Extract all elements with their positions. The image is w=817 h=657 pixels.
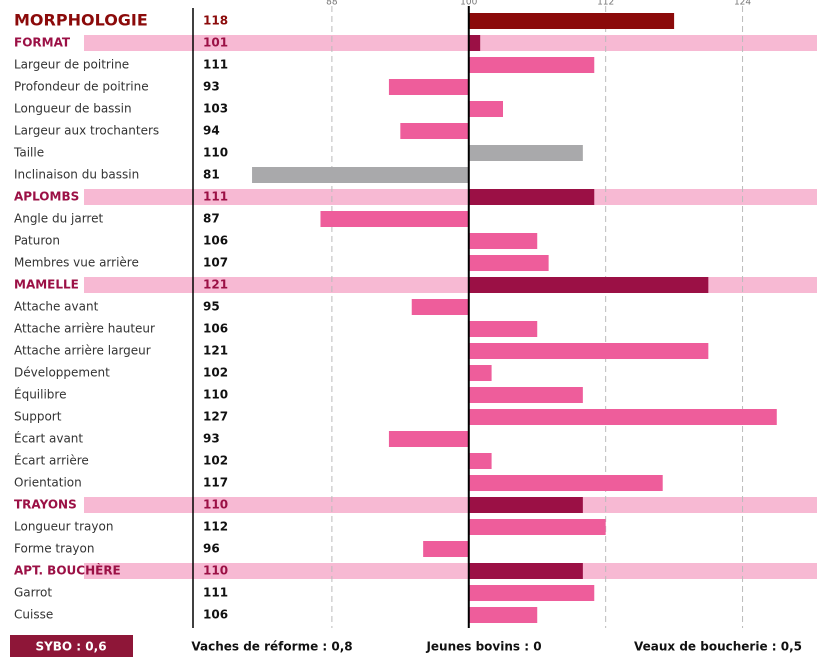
section-band — [84, 563, 817, 579]
bar — [469, 497, 583, 513]
bar — [389, 431, 469, 447]
row-label: MORPHOLOGIE — [14, 11, 148, 30]
row-label: Développement — [14, 366, 110, 380]
row-value: 110 — [203, 146, 228, 160]
bar — [469, 607, 537, 623]
row-label: Garrot — [14, 586, 52, 600]
row-label: Membres vue arrière — [14, 256, 139, 270]
bar — [469, 35, 480, 51]
row-value: 95 — [203, 300, 220, 314]
bar — [469, 233, 537, 249]
row-value: 103 — [203, 102, 228, 116]
row-label: Profondeur de poitrine — [14, 80, 149, 94]
row-label: Inclinaison du bassin — [14, 168, 139, 182]
bar — [469, 145, 583, 161]
row-value: 102 — [203, 366, 228, 380]
bar — [469, 255, 549, 271]
x-tick-label: 112 — [597, 0, 614, 8]
bar — [423, 541, 469, 557]
row-label: Largeur de poitrine — [14, 58, 129, 72]
row-value: 118 — [203, 14, 228, 28]
row-label: Forme trayon — [14, 542, 94, 556]
bar — [469, 475, 663, 491]
row-label: APT. BOUCHÈRE — [14, 563, 121, 578]
row-label: Taille — [13, 146, 44, 160]
row-value: 102 — [203, 454, 228, 468]
bar — [469, 409, 777, 425]
row-value: 94 — [203, 124, 220, 138]
bar — [389, 79, 469, 95]
bar — [469, 13, 674, 29]
row-value: 106 — [203, 234, 228, 248]
row-label: Support — [14, 410, 62, 424]
bar — [469, 343, 709, 359]
row-value: 111 — [203, 58, 228, 72]
bar — [469, 585, 594, 601]
row-label: Écart arrière — [14, 453, 89, 468]
row-value: 111 — [203, 190, 228, 204]
row-label: Longueur trayon — [14, 520, 113, 534]
row-value: 110 — [203, 564, 228, 578]
row-value: 81 — [203, 168, 220, 182]
row-label: Cuisse — [14, 608, 53, 622]
section-band — [84, 35, 817, 51]
row-value: 121 — [203, 278, 228, 292]
chart: 88100112124MORPHOLOGIE118FORMAT101Largeu… — [0, 0, 817, 657]
row-label: FORMAT — [14, 36, 71, 50]
footer-text: Vaches de réforme : 0,8 — [191, 640, 352, 654]
bar — [469, 189, 594, 205]
row-value: 96 — [203, 542, 220, 556]
row-label: Longueur de bassin — [14, 102, 132, 116]
row-value: 117 — [203, 476, 228, 490]
row-label: Orientation — [14, 476, 82, 490]
section-band — [84, 189, 817, 205]
bar — [469, 277, 709, 293]
bar — [469, 453, 492, 469]
footer-text: SYBO : 0,6 — [35, 640, 106, 654]
bar — [469, 563, 583, 579]
bar — [469, 365, 492, 381]
row-label: Équilibre — [14, 387, 66, 402]
footer-text: Jeunes bovins : 0 — [425, 640, 541, 654]
row-label: APLOMBS — [14, 190, 79, 204]
bar — [400, 123, 468, 139]
footer-text: Veaux de boucherie : 0,5 — [634, 640, 802, 654]
row-value: 93 — [203, 80, 220, 94]
bar — [320, 211, 468, 227]
row-label: TRAYONS — [14, 498, 77, 512]
x-tick-label: 124 — [734, 0, 751, 8]
row-value: 87 — [203, 212, 220, 226]
row-value: 106 — [203, 608, 228, 622]
bar — [469, 101, 503, 117]
row-label: MAMELLE — [14, 278, 79, 292]
row-value: 127 — [203, 410, 228, 424]
row-label: Angle du jarret — [14, 212, 103, 226]
section-band — [84, 497, 817, 513]
bar — [469, 387, 583, 403]
row-value: 110 — [203, 498, 228, 512]
row-label: Attache arrière largeur — [14, 344, 151, 358]
bar — [412, 299, 469, 315]
bar — [469, 321, 537, 337]
bar — [469, 519, 606, 535]
row-value: 121 — [203, 344, 228, 358]
row-value: 111 — [203, 586, 228, 600]
row-label: Largeur aux trochanters — [14, 124, 159, 138]
row-value: 101 — [203, 36, 228, 50]
row-label: Paturon — [14, 234, 60, 248]
row-value: 107 — [203, 256, 228, 270]
row-value: 110 — [203, 388, 228, 402]
row-value: 106 — [203, 322, 228, 336]
row-value: 112 — [203, 520, 228, 534]
row-label: Attache avant — [14, 300, 99, 314]
x-tick-label: 88 — [326, 0, 338, 8]
row-label: Attache arrière hauteur — [14, 322, 155, 336]
row-label: Écart avant — [14, 431, 83, 446]
bar — [469, 57, 594, 73]
bar — [252, 167, 469, 183]
row-value: 93 — [203, 432, 220, 446]
